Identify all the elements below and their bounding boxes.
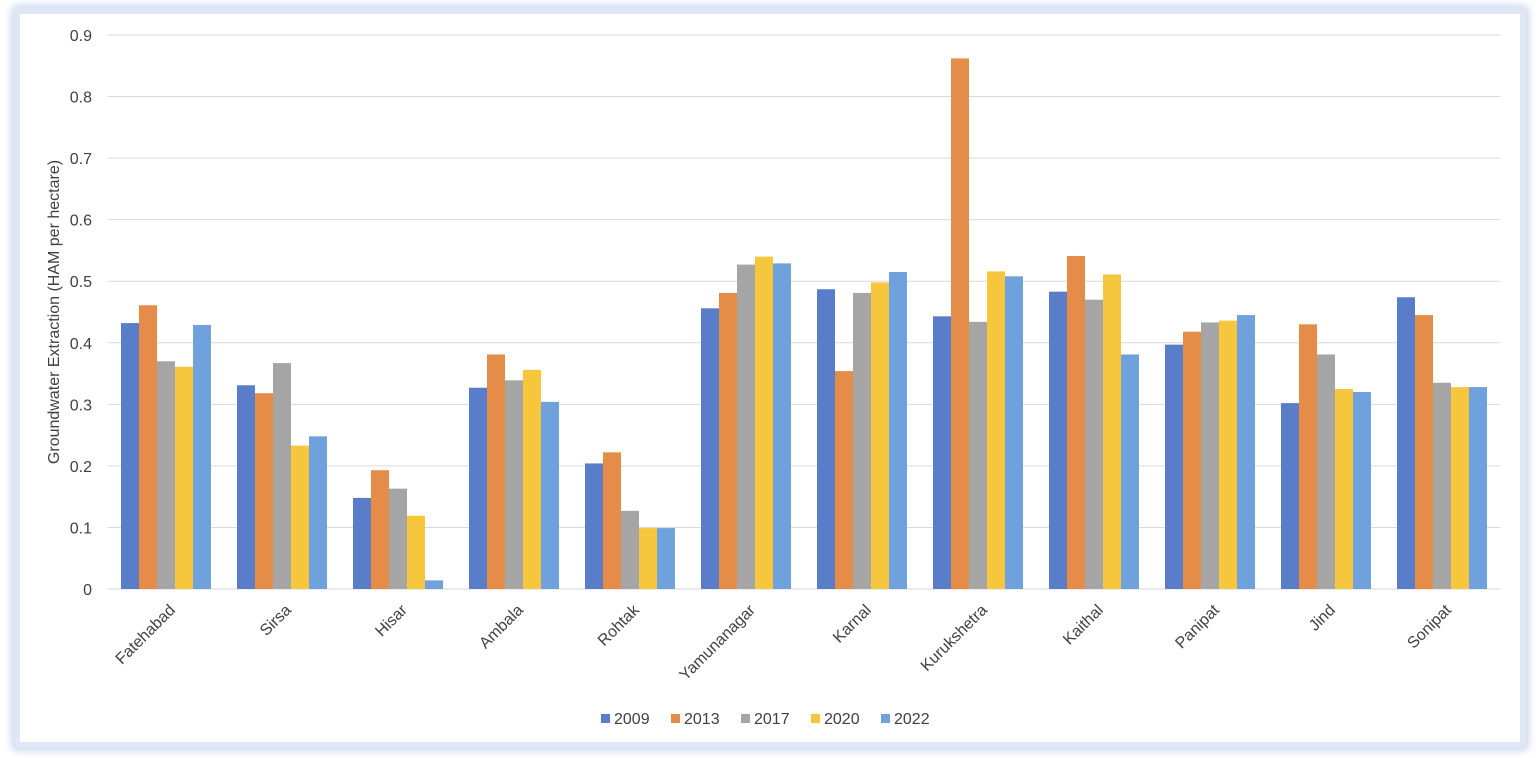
- bar: [603, 452, 621, 589]
- legend-swatch: [811, 714, 820, 723]
- legend-label: 2009: [614, 711, 650, 728]
- y-tick-label: 0.1: [70, 520, 92, 537]
- y-tick-label: 0.3: [70, 397, 92, 414]
- bar: [469, 387, 487, 589]
- y-tick-label: 0.6: [70, 213, 92, 230]
- bar: [719, 292, 737, 589]
- bar: [193, 324, 211, 589]
- bar: [1237, 315, 1255, 589]
- bar: [1005, 276, 1023, 589]
- bar: [835, 371, 853, 589]
- x-tick-label: Sirsa: [257, 602, 295, 640]
- y-tick-label: 0: [83, 582, 92, 599]
- bar: [969, 321, 987, 589]
- grid-lines: [108, 34, 1500, 590]
- bar: [157, 361, 175, 589]
- bar: [889, 271, 907, 589]
- bar: [139, 305, 157, 589]
- legend-swatch: [671, 714, 680, 723]
- bar: [255, 393, 273, 589]
- bar: [523, 369, 541, 589]
- bar: [353, 497, 371, 589]
- bar: [487, 354, 505, 589]
- y-tick-label: 0.5: [70, 274, 92, 291]
- bar: [1085, 299, 1103, 589]
- legend-label: 2013: [684, 711, 720, 728]
- bar: [1335, 388, 1353, 589]
- bar: [425, 580, 443, 589]
- bar: [273, 363, 291, 589]
- legend-label: 2017: [754, 711, 790, 728]
- bar: [621, 510, 639, 589]
- bar: [1469, 387, 1487, 589]
- y-tick-label: 0.2: [70, 459, 92, 476]
- bar: [1451, 387, 1469, 589]
- bar: [1415, 315, 1433, 589]
- bar: [755, 256, 773, 589]
- bars: [121, 58, 1487, 590]
- bar: [309, 436, 327, 589]
- bar: [505, 380, 523, 589]
- x-tick-label: Rohtak: [595, 601, 644, 650]
- bar: [1317, 354, 1335, 589]
- x-tick-label: Sonipat: [1404, 601, 1455, 652]
- legend-label: 2020: [824, 711, 860, 728]
- bar: [585, 463, 603, 589]
- bar: [951, 58, 969, 589]
- legend-swatch: [601, 714, 610, 723]
- bar: [1397, 297, 1415, 589]
- bar: [1299, 324, 1317, 589]
- bar: [853, 292, 871, 589]
- bar: [1281, 403, 1299, 589]
- bar: [737, 264, 755, 589]
- bar: [121, 323, 139, 589]
- bar: [291, 445, 309, 589]
- bar: [639, 528, 657, 589]
- x-tick-labels: Fatehabad Sirsa Hisar Ambala Rohtak Yamunanag…: [113, 601, 1456, 684]
- bar: [657, 528, 675, 589]
- x-tick-label: Jind: [1306, 602, 1339, 635]
- bar: [1049, 291, 1067, 589]
- bar: [701, 308, 719, 589]
- bar: [1103, 274, 1121, 589]
- bar: [987, 271, 1005, 589]
- y-tick-label: 0.4: [70, 336, 92, 353]
- bar: [933, 316, 951, 589]
- bar: [237, 385, 255, 589]
- legend-swatch: [741, 714, 750, 723]
- bar: [541, 401, 559, 589]
- legend: 2009 2013 2017 2020 2022: [601, 711, 930, 728]
- bar: [371, 470, 389, 589]
- bar: [1219, 320, 1237, 589]
- bar: [1433, 382, 1451, 589]
- y-tick-labels: 0 0.1 0.2 0.3 0.4 0.5 0.6 0.7 0.8 0.9: [70, 28, 92, 599]
- bar: [175, 366, 193, 589]
- y-tick-label: 0.9: [70, 28, 92, 45]
- bar: [1183, 331, 1201, 589]
- bar: [389, 488, 407, 589]
- bar: [1165, 344, 1183, 589]
- bar: [1201, 322, 1219, 589]
- bar: [773, 263, 791, 589]
- bar: [871, 282, 889, 589]
- bar: [1353, 392, 1371, 589]
- y-axis-title: Groundwater Extraction (HAM per hectare): [46, 160, 63, 464]
- x-tick-label: Kaithal: [1060, 602, 1107, 649]
- x-tick-label: Kurukshetra: [918, 602, 991, 675]
- legend-swatch: [881, 714, 890, 723]
- bar: [1067, 255, 1085, 590]
- x-tick-label: Karnal: [830, 602, 875, 647]
- legend-label: 2022: [894, 711, 930, 728]
- y-tick-label: 0.7: [70, 151, 92, 168]
- bar: [407, 515, 425, 589]
- bar: [1121, 354, 1139, 589]
- y-tick-label: 0.8: [70, 90, 92, 107]
- x-tick-label: Fatehabad: [113, 602, 179, 668]
- x-tick-label: Ambala: [476, 602, 526, 652]
- x-tick-label: Panipat: [1172, 601, 1223, 652]
- x-tick-label: Yamunanagar: [677, 601, 760, 684]
- x-tick-label: Hisar: [372, 601, 411, 640]
- bar: [817, 289, 835, 589]
